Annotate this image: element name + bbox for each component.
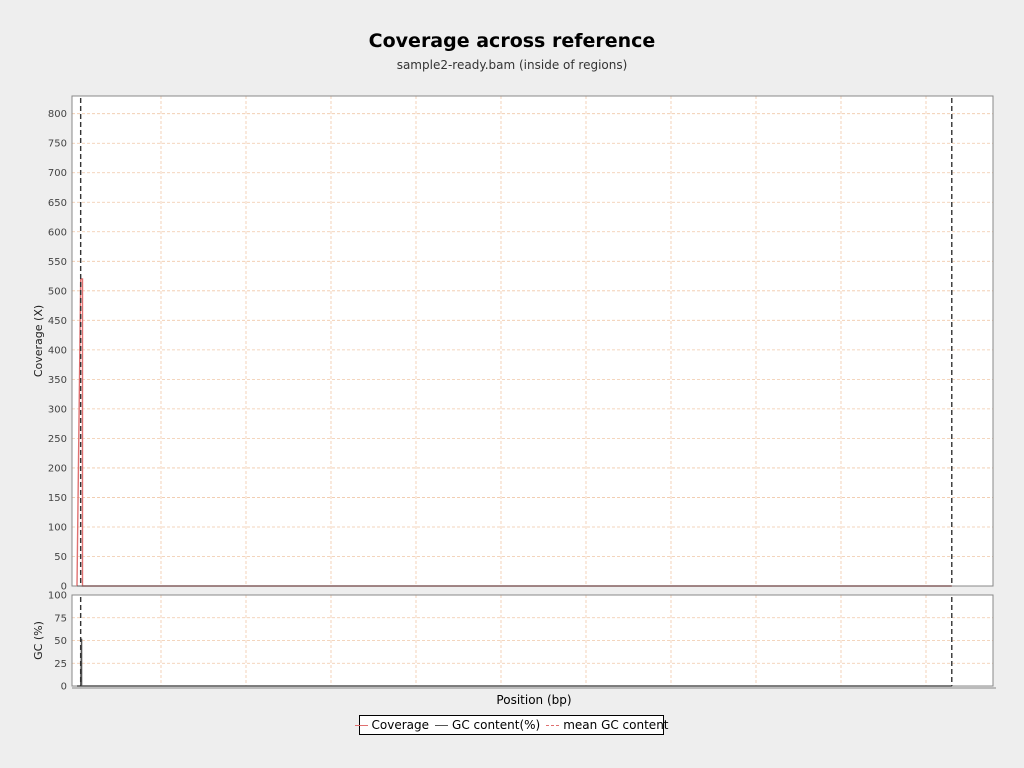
legend-item-coverage: Coverage	[354, 718, 430, 732]
x-axis-label: Position (bp)	[496, 693, 571, 707]
gc-y-tick-label: 0	[61, 682, 67, 693]
legend-swatch-mean-gc	[546, 724, 560, 726]
gc-y-tick-label: 75	[54, 613, 67, 624]
chart-title: Coverage across reference	[368, 30, 656, 52]
coverage-y-tick-label: 350	[48, 375, 67, 386]
coverage-y-tick-label: 200	[48, 463, 67, 474]
coverage-y-axis-label: Coverage (X)	[32, 305, 45, 377]
coverage-panel: 0 50 100 150 200 250 300 350 400 450 500 550 600 650 7…	[32, 95, 994, 593]
coverage-y-tick-label: 450	[48, 316, 67, 327]
coverage-y-tick-label: 800	[48, 109, 67, 120]
coverage-y-tick-label: 150	[48, 493, 67, 504]
coverage-y-tick-label: 400	[48, 345, 67, 356]
coverage-y-tick-label: 300	[48, 404, 67, 415]
legend-label-coverage: Coverage	[371, 718, 430, 732]
coverage-y-tick-label: 500	[48, 286, 67, 297]
coverage-y-tick-label: 550	[48, 257, 67, 268]
legend-label-mean-gc: mean GC content	[563, 718, 669, 732]
legend-swatch-gc-content	[435, 724, 449, 726]
coverage-y-tick-label: 250	[48, 434, 67, 445]
legend-label-gc-content: GC content(%)	[452, 718, 541, 732]
gc-panel: 0 25 50 75 100 GC (%)	[32, 591, 994, 693]
coverage-y-tick-label: 600	[48, 227, 67, 238]
gc-y-tick-label: 50	[54, 636, 67, 647]
legend-item-mean-gc: mean GC content	[546, 718, 669, 732]
gc-y-tick-label: 25	[54, 659, 67, 670]
coverage-plot-background	[72, 96, 993, 586]
coverage-y-tick-label: 700	[48, 168, 67, 179]
coverage-y-tick-label: 750	[48, 139, 67, 150]
coverage-y-tick-label: 650	[48, 198, 67, 209]
coverage-y-tick-label: 50	[54, 552, 67, 563]
gc-y-tick-label: 100	[48, 591, 67, 602]
gc-y-axis-label: GC (%)	[32, 621, 45, 660]
vertical-markers	[79, 98, 953, 686]
chart-legend: Coverage GC content(%) mean GC content	[354, 715, 669, 735]
legend-swatch-coverage	[354, 724, 368, 726]
chart-subtitle: sample2-ready.bam (inside of regions)	[396, 58, 628, 72]
legend-item-gc-content: GC content(%)	[435, 718, 540, 732]
coverage-y-tick-label: 0	[61, 582, 67, 593]
coverage-y-tick-label: 100	[48, 522, 67, 533]
